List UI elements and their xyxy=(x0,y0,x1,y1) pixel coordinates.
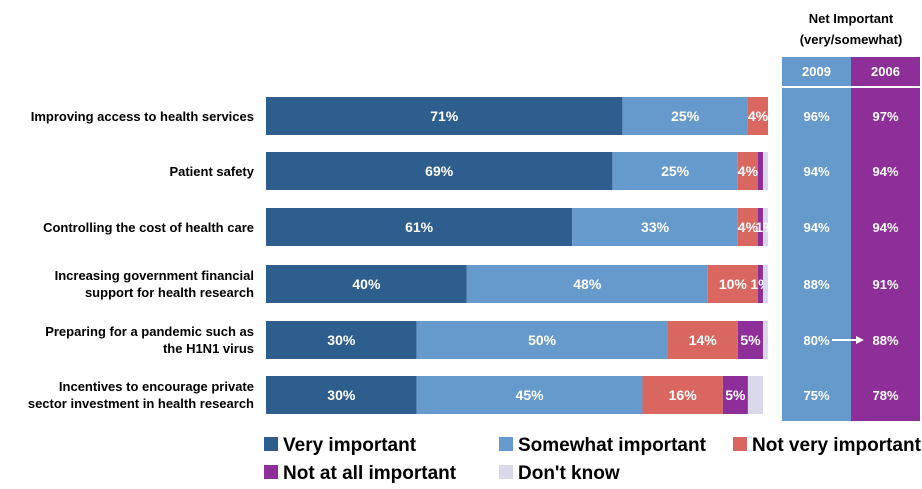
data-label: 14% xyxy=(689,332,718,348)
bar-segment xyxy=(266,376,417,414)
bar-segment xyxy=(747,376,763,414)
legend-swatch xyxy=(499,465,513,479)
bar-segment xyxy=(622,97,748,135)
bar-segment xyxy=(762,152,768,190)
category-label: the H1N1 virus xyxy=(163,341,254,356)
bar-segment xyxy=(416,376,643,414)
net-value: 88% xyxy=(803,277,829,292)
net-value: 96% xyxy=(803,109,829,124)
data-label: 71% xyxy=(430,108,459,124)
data-label: 30% xyxy=(327,332,356,348)
bar-segment xyxy=(762,208,768,246)
net-value: 94% xyxy=(803,164,829,179)
bar-segment xyxy=(757,152,763,190)
net-value: 78% xyxy=(872,388,898,403)
net-value: 94% xyxy=(872,164,898,179)
legend-label: Very important xyxy=(283,435,417,456)
legend-label: Not very important xyxy=(752,435,922,456)
bar-segment xyxy=(707,265,758,303)
legend-swatch xyxy=(733,437,747,451)
bar-segment xyxy=(266,152,613,190)
net-value: 80% xyxy=(803,333,829,348)
data-label: 33% xyxy=(641,219,670,235)
bar-segment xyxy=(466,265,708,303)
data-label: 5% xyxy=(725,387,746,403)
net-column-2006 xyxy=(851,57,920,421)
bar-segment xyxy=(572,208,738,246)
net-value: 88% xyxy=(872,333,898,348)
bar-segment xyxy=(757,265,763,303)
bar-segment xyxy=(737,321,763,359)
category-label: Incentives to encourage private xyxy=(59,379,254,394)
bar-segment xyxy=(722,376,748,414)
net-value: 91% xyxy=(872,277,898,292)
data-label: 45% xyxy=(516,387,545,403)
data-label: 48% xyxy=(573,276,602,292)
data-label: 16% xyxy=(669,387,698,403)
legend-label: Somewhat important xyxy=(518,435,707,456)
data-label: 61% xyxy=(405,219,434,235)
category-label: Controlling the cost of health care xyxy=(43,220,254,235)
bar-segment xyxy=(762,321,768,359)
bar-segment xyxy=(266,97,623,135)
data-label: 25% xyxy=(661,163,690,179)
category-label: sector investment in health research xyxy=(28,396,254,411)
category-label: Improving access to health services xyxy=(31,109,254,124)
bar-segment xyxy=(416,321,668,359)
legend-label: Not at all important xyxy=(283,463,457,484)
legend-label: Don't know xyxy=(518,463,620,484)
data-label: 10% xyxy=(719,276,748,292)
legend-swatch xyxy=(499,437,513,451)
data-label: 50% xyxy=(528,332,557,348)
net-value: 94% xyxy=(803,220,829,235)
data-label: 4% xyxy=(748,108,769,124)
category-label: Increasing government financial xyxy=(55,268,254,283)
data-label: 4% xyxy=(738,219,759,235)
net-value: 97% xyxy=(872,109,898,124)
data-label: 30% xyxy=(327,387,356,403)
data-label: 1% xyxy=(750,276,771,292)
category-label: Preparing for a pandemic such as xyxy=(45,324,254,339)
data-label: 5% xyxy=(740,332,761,348)
bar-segment xyxy=(762,265,768,303)
bar-segment xyxy=(266,321,417,359)
net-column-header-2009: 2009 xyxy=(802,64,831,79)
bar-segment xyxy=(737,208,758,246)
bar-segment xyxy=(612,152,738,190)
trend-arrow-head xyxy=(856,336,864,344)
bar-segment xyxy=(757,208,763,246)
bar-segment xyxy=(266,265,467,303)
category-label: support for health research xyxy=(85,285,254,300)
net-column-header-2006: 2006 xyxy=(871,64,900,79)
bar-segment xyxy=(642,376,723,414)
data-label: 40% xyxy=(352,276,381,292)
data-label: 4% xyxy=(738,163,759,179)
bar-segment xyxy=(747,97,768,135)
net-column-2009 xyxy=(782,57,851,421)
net-header-divider xyxy=(782,86,920,88)
net-value: 75% xyxy=(803,388,829,403)
legend-swatch xyxy=(264,465,278,479)
net-important-title: Net Important xyxy=(809,11,894,26)
legend-swatch xyxy=(264,437,278,451)
bar-segment xyxy=(266,208,573,246)
bar-segment xyxy=(667,321,738,359)
data-label: 25% xyxy=(671,108,700,124)
category-label: Patient safety xyxy=(169,164,254,179)
bar-segment xyxy=(737,152,758,190)
net-important-subtitle: (very/somewhat) xyxy=(800,32,903,47)
net-value: 94% xyxy=(872,220,898,235)
data-label: 69% xyxy=(425,163,454,179)
data-label: 1% xyxy=(755,219,776,235)
